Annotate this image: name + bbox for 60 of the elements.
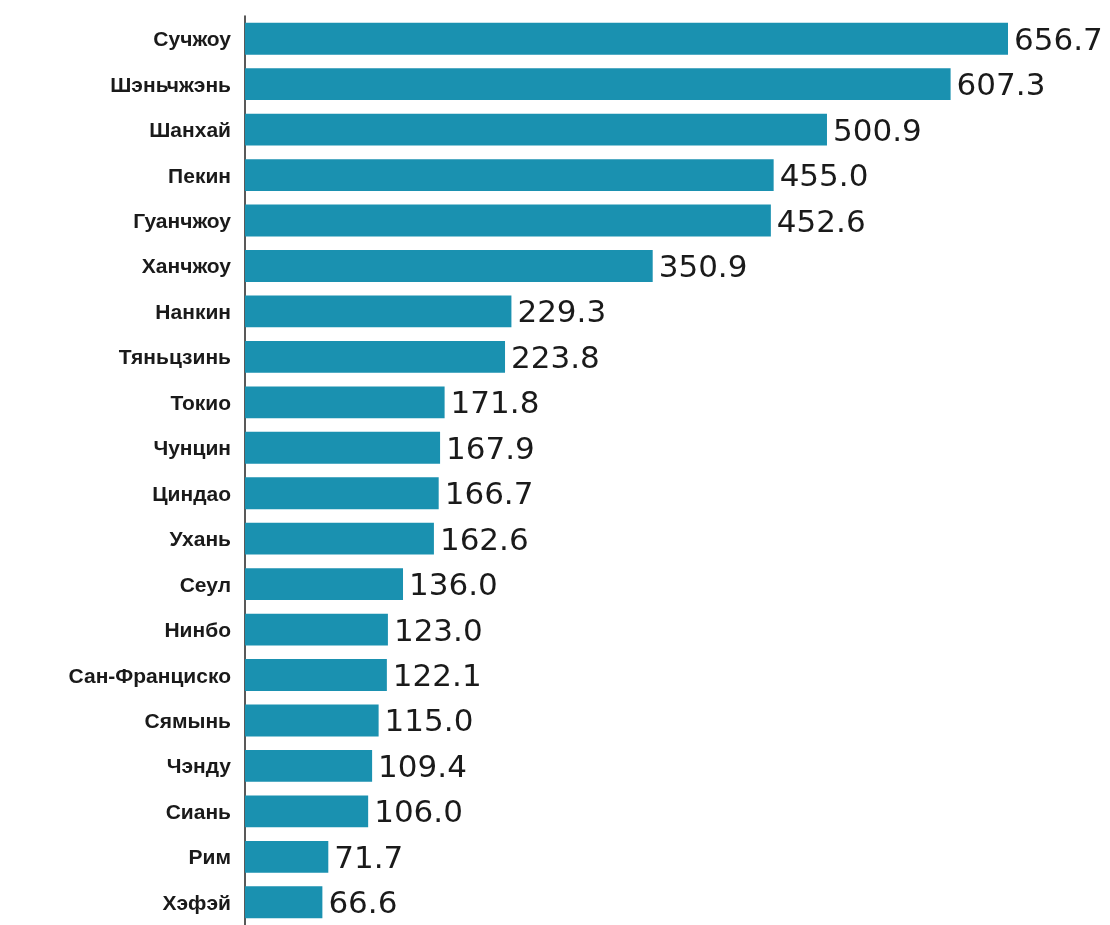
data-label: 115.0 [384,702,474,739]
bar [245,431,441,464]
bar [245,886,323,919]
data-label: 109.4 [378,747,467,784]
bar [245,613,388,646]
bar [245,386,445,419]
y-tick-label: Шэньчжэнь [110,72,232,96]
data-label: 452.6 [776,202,866,239]
bar [245,250,653,282]
data-label: 106.0 [374,793,463,830]
y-tick-label: Чунцин [153,436,231,460]
bar [245,113,827,146]
y-tick-label: Сиань [165,799,232,823]
y-tick-label: Пекин [168,163,231,187]
y-tick-label: Токио [170,390,231,414]
y-tick-label: Чэнду [166,754,232,778]
y-tick-label: Сямынь [144,708,232,732]
data-label: 162.6 [439,520,529,557]
data-label: 656.7 [1014,20,1103,57]
data-label: 455.0 [779,157,869,194]
y-tick-label: Нинбо [164,618,231,642]
data-label: 122.1 [392,657,482,694]
y-tick-label: Рим [188,845,231,869]
data-label: 223.8 [511,338,600,375]
data-label: 71.7 [334,838,404,875]
bar [245,295,512,328]
data-label: 350.9 [658,247,748,284]
y-tick-label: Сучжоу [153,27,232,51]
bar [245,477,439,510]
y-tick-label: Тяньцзинь [118,345,232,369]
data-label: 136.0 [409,566,498,603]
y-tick-label: Нанкин [155,299,231,323]
data-label: 229.3 [517,293,607,330]
data-label: 171.8 [450,384,540,421]
y-tick-label: Сеул [179,572,231,596]
bar [245,750,373,782]
y-tick-label: Шанхай [149,118,231,142]
y-tick-label: Ханчжоу [141,254,232,278]
bar [245,522,434,555]
bar [245,659,387,691]
y-tick-label: Сан-Франциско [68,663,231,687]
data-label: 166.7 [444,475,534,512]
data-label: 500.9 [832,111,922,148]
data-label: 607.3 [956,66,1046,103]
data-label: 123.0 [393,611,483,648]
bar [245,204,771,237]
y-tick-label: Ухань [169,527,232,551]
bar [245,159,774,191]
y-tick-label: Циндао [152,481,231,505]
y-tick-label: Хэфэй [162,890,231,914]
bar [245,568,404,601]
bar [245,22,1008,55]
y-tick-label: Гуанчжоу [133,209,232,233]
bar [245,68,951,101]
bar [245,704,379,737]
data-label: 66.6 [328,884,398,921]
bar [245,840,329,873]
data-label: 167.9 [446,429,535,466]
bar [245,340,506,373]
bar [245,795,369,828]
